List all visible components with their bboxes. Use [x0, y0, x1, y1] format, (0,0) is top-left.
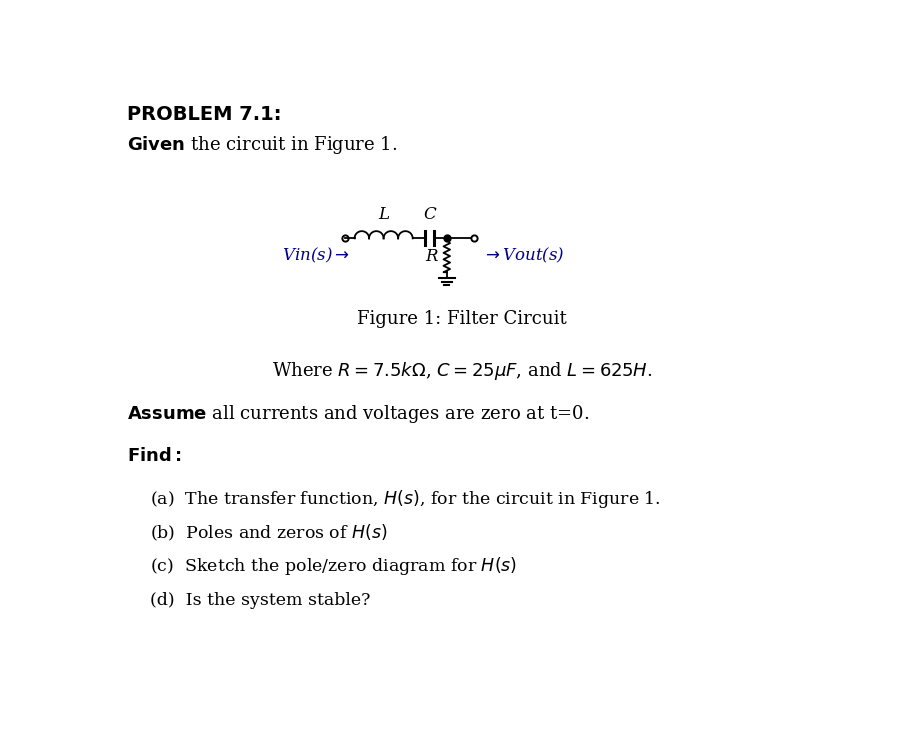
Text: Figure 1: Filter Circuit: Figure 1: Filter Circuit [357, 310, 567, 328]
Text: Vin(s)$\rightarrow$: Vin(s)$\rightarrow$ [281, 245, 350, 265]
Text: (b)  Poles and zeros of $H(s)$: (b) Poles and zeros of $H(s)$ [150, 522, 388, 542]
Text: $\mathbf{Given}$ the circuit in Figure 1.: $\mathbf{Given}$ the circuit in Figure 1… [126, 134, 397, 156]
Text: (c)  Sketch the pole/zero diagram for $H(s)$: (c) Sketch the pole/zero diagram for $H(… [150, 555, 517, 577]
Text: $\mathbf{Find:}$: $\mathbf{Find:}$ [126, 447, 181, 465]
Text: C: C [423, 206, 436, 223]
Text: R: R [425, 248, 437, 265]
Text: Where $R = 7.5k\Omega$, $C = 25\mu F$, and $L = 625H$.: Where $R = 7.5k\Omega$, $C = 25\mu F$, a… [272, 360, 652, 381]
Text: L: L [378, 206, 389, 223]
Text: (d)  Is the system stable?: (d) Is the system stable? [150, 592, 371, 609]
Text: (a)  The transfer function, $H(s)$, for the circuit in Figure 1.: (a) The transfer function, $H(s)$, for t… [150, 488, 661, 509]
Text: PROBLEM 7.1:: PROBLEM 7.1: [126, 105, 281, 124]
Text: $\rightarrow$Vout(s): $\rightarrow$Vout(s) [482, 245, 565, 265]
Text: $\mathbf{Assume}$ all currents and voltages are zero at t=0.: $\mathbf{Assume}$ all currents and volta… [126, 403, 589, 425]
